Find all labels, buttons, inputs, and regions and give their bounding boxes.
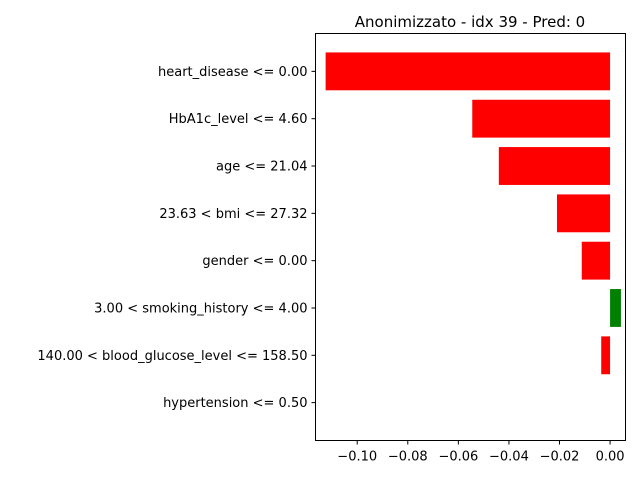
y-tick-label-2: age <= 21.04 bbox=[216, 160, 307, 175]
plot-frame bbox=[315, 33, 626, 441]
y-tick-label-4: gender <= 0.00 bbox=[202, 254, 307, 269]
y-tick-label-3: 23.63 < bmi <= 27.32 bbox=[159, 207, 307, 222]
x-tick-label-2: −0.06 bbox=[438, 450, 478, 465]
bars-group bbox=[325, 52, 621, 375]
y-tick-label-5: 3.00 < smoking_history <= 4.00 bbox=[94, 301, 307, 316]
y-tick-label-0: heart_disease <= 0.00 bbox=[158, 65, 308, 80]
bar-3 bbox=[556, 194, 611, 233]
y-tick-labels: heart_disease <= 0.00 HbA1c_level <= 4.60… bbox=[37, 65, 316, 411]
y-tick-label-6: 140.00 < blood_glucose_level <= 158.50 bbox=[37, 349, 307, 364]
bar-0 bbox=[325, 52, 611, 91]
bar-4 bbox=[581, 241, 611, 280]
x-tick-label-4: −0.02 bbox=[540, 450, 580, 465]
x-tick-label-0: −0.10 bbox=[337, 450, 377, 465]
x-tick-label-5: 0.00 bbox=[596, 450, 625, 465]
bar-6 bbox=[601, 336, 611, 375]
bar-5 bbox=[610, 289, 621, 327]
y-tick-label-1: HbA1c_level <= 4.60 bbox=[169, 112, 308, 127]
x-tick-label-1: −0.08 bbox=[388, 450, 428, 465]
x-tick-label-3: −0.04 bbox=[489, 450, 529, 465]
y-tick-label-7: hypertension <= 0.50 bbox=[163, 396, 307, 411]
bar-1 bbox=[472, 99, 611, 138]
bar-2 bbox=[498, 147, 611, 185]
chart-title: Anonimizzato - idx 39 - Pred: 0 bbox=[355, 13, 585, 31]
x-ticks: −0.10 −0.08 −0.06 −0.04 −0.02 0.00 bbox=[337, 440, 625, 465]
